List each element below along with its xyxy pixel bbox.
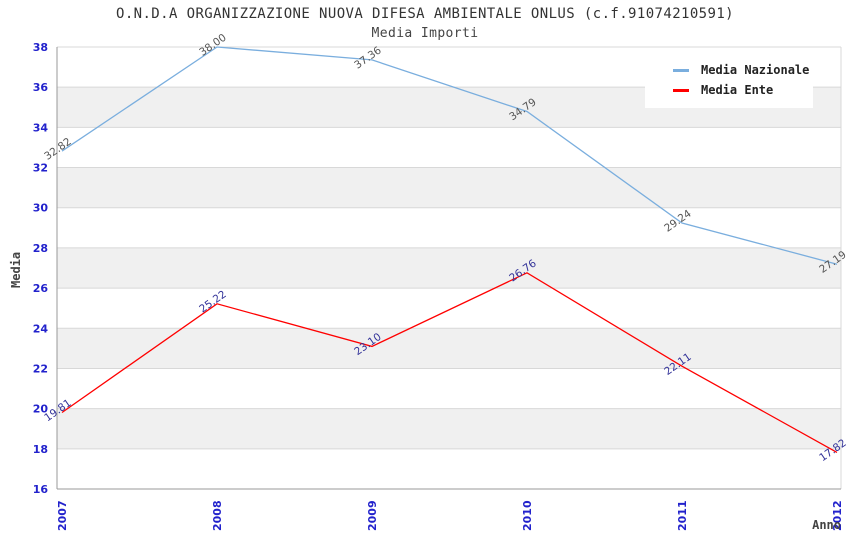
x-tick-label: 2007	[56, 500, 69, 531]
plot-band	[57, 167, 841, 208]
y-tick-label: 26	[33, 282, 49, 295]
data-label: 32.82	[42, 136, 74, 163]
series-line-media-nazionale	[61, 46, 838, 265]
legend-swatch-blue	[673, 68, 689, 72]
legend-swatch-red	[673, 88, 689, 92]
plot-band	[57, 408, 841, 449]
legend-item-media-nazionale: Media Nazionale	[645, 60, 813, 80]
chart-title: O.N.D.A ORGANIZZAZIONE NUOVA DIFESA AMBI…	[115, 6, 734, 22]
data-label: 38.00	[197, 32, 229, 59]
x-tick-label: 2010	[521, 500, 534, 531]
chart-subtitle: Media Importi	[371, 26, 479, 41]
y-tick-label: 36	[33, 81, 49, 94]
y-tick-label: 28	[33, 242, 48, 255]
legend-item-media-ente: Media Ente	[645, 80, 813, 100]
y-tick-label: 22	[33, 362, 48, 375]
x-tick-label: 2008	[211, 500, 224, 531]
x-tick-label: 2009	[366, 500, 379, 531]
y-tick-label: 24	[33, 322, 49, 335]
y-tick-label: 16	[33, 483, 49, 496]
legend-label-media-nazionale: Media Nazionale	[701, 63, 810, 77]
data-label: 37.36	[352, 44, 384, 71]
plot-band	[57, 247, 841, 289]
legend: Media Nazionale Media Ente	[645, 52, 813, 108]
x-tick-label: 2012	[831, 500, 844, 531]
plot-band	[57, 328, 841, 369]
y-tick-label: 32	[33, 162, 48, 175]
y-tick-label: 38	[33, 41, 48, 54]
y-tick-label: 20	[33, 403, 49, 416]
x-axis-label: Anno	[812, 518, 841, 532]
y-axis-label: Media	[9, 252, 23, 288]
data-label: 25.22	[197, 288, 229, 315]
series-line-media-ente	[61, 272, 838, 453]
y-tick-label: 34	[33, 121, 49, 134]
x-tick-label: 2011	[676, 500, 689, 531]
legend-label-media-ente: Media Ente	[701, 83, 774, 97]
y-tick-label: 18	[33, 443, 48, 456]
y-tick-label: 30	[33, 202, 49, 215]
